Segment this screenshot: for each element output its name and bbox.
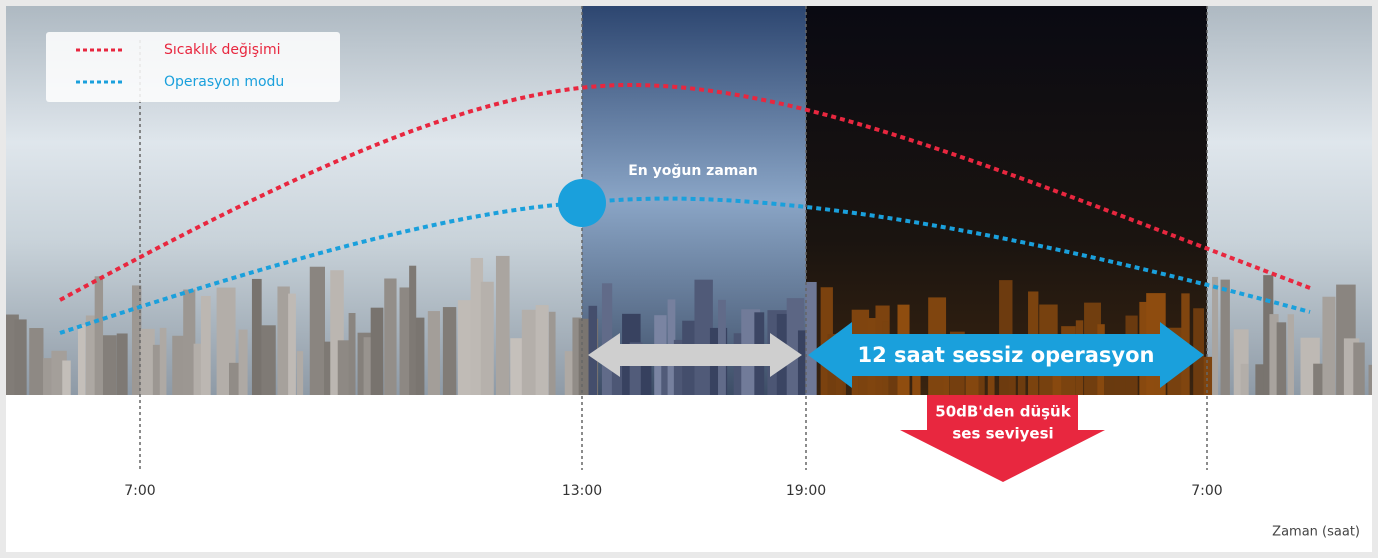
time-label: 13:00 (562, 483, 602, 499)
noise-label: ses seviyesi (952, 425, 1053, 443)
building (261, 325, 276, 395)
building (277, 286, 290, 395)
building (62, 360, 71, 395)
building (238, 329, 248, 395)
building (94, 276, 104, 395)
building (572, 317, 582, 395)
building (159, 327, 167, 395)
building (415, 317, 425, 395)
building (296, 351, 304, 395)
building (427, 311, 440, 395)
quiet-label: 12 saat sessiz operasyon (858, 343, 1155, 367)
quiet-arrow (808, 322, 1204, 388)
building (535, 305, 549, 395)
gray-arrow (588, 333, 802, 377)
building (442, 307, 457, 395)
building (152, 344, 161, 395)
building (337, 340, 351, 395)
building (29, 328, 44, 395)
building (200, 296, 211, 395)
noise-label: 50dB'den düşük (935, 403, 1071, 421)
building (348, 312, 356, 395)
building (102, 335, 117, 395)
noise-arrow (900, 395, 1105, 482)
time-guides (139, 6, 1208, 470)
building (640, 362, 652, 395)
building (85, 315, 98, 395)
peak-label: En yoğun zaman (628, 163, 758, 179)
building (140, 328, 155, 395)
building (495, 255, 510, 395)
building (370, 307, 384, 395)
building (470, 257, 484, 395)
axis-label: Zaman (saat) (1272, 525, 1360, 540)
building (480, 281, 494, 395)
building (805, 281, 817, 395)
building (288, 293, 296, 395)
building (1212, 276, 1219, 395)
time-label: 19:00 (786, 483, 826, 499)
temperature-curve (59, 82, 1311, 302)
building (1269, 314, 1279, 395)
building (588, 305, 598, 395)
building (601, 283, 613, 395)
building (521, 309, 537, 395)
time-label: 7:00 (124, 483, 155, 499)
peak-marker (558, 179, 606, 227)
building (183, 289, 196, 395)
building (409, 265, 417, 395)
building (324, 341, 333, 395)
building (14, 319, 27, 395)
building (1287, 314, 1294, 395)
time-label: 7:00 (1191, 483, 1222, 499)
building (694, 279, 713, 395)
building (131, 285, 142, 395)
building (251, 278, 262, 395)
building (1240, 363, 1249, 395)
building (384, 278, 397, 395)
building (510, 338, 523, 395)
building (1353, 342, 1365, 395)
building (116, 333, 128, 395)
building (912, 364, 921, 395)
building (309, 266, 326, 395)
building (193, 343, 204, 395)
building (1276, 322, 1287, 395)
building (1220, 279, 1230, 395)
building (661, 344, 673, 395)
building (77, 325, 86, 395)
building (1203, 356, 1215, 395)
building (457, 300, 474, 395)
legend-label: Sıcaklık değişimi (164, 42, 280, 58)
legend-label: Operasyon modu (164, 74, 284, 90)
building (1263, 275, 1274, 395)
building (1368, 364, 1372, 395)
building (1322, 296, 1336, 395)
building (548, 311, 556, 395)
